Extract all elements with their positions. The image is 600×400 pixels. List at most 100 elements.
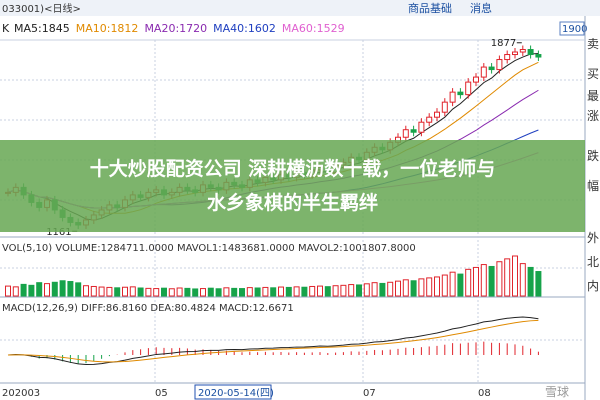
volume-bar (465, 268, 472, 297)
volume-bar (106, 286, 113, 297)
volume-bar (67, 281, 74, 297)
candle (535, 54, 542, 58)
volume-bar (348, 284, 355, 297)
dea-line (7, 319, 539, 363)
side-label: 涨 (587, 108, 599, 123)
volume-bar (223, 287, 230, 297)
candle (441, 101, 448, 113)
volume-bar (262, 286, 269, 297)
volume-bar (496, 261, 503, 297)
volume-bar (512, 255, 518, 297)
volume-bar (527, 266, 534, 297)
volume-bar (207, 287, 214, 297)
price-box-label: 1900 (562, 24, 587, 35)
volume-bar (98, 286, 105, 297)
watermark: 雪球 (545, 385, 569, 399)
volume-bar (192, 288, 199, 297)
side-label: 幅 (587, 178, 599, 193)
window-title: 033001)<日线> (2, 2, 81, 15)
volume-bar (270, 287, 277, 297)
volume-bar (246, 287, 253, 297)
volume-bar (480, 264, 487, 297)
candle (488, 66, 495, 71)
volume-bar (387, 281, 394, 297)
volume-bar (340, 284, 347, 297)
volume-bar (231, 287, 238, 297)
candle (457, 91, 464, 96)
volume-bar (441, 274, 448, 297)
volume-bar (83, 285, 89, 297)
volume-bar (122, 286, 128, 297)
volume-bar (59, 280, 66, 297)
candle (426, 116, 433, 123)
volume-bar (363, 283, 370, 297)
candle (465, 81, 472, 96)
ma-legend: MA5:1845 MA10:1812 MA20:1720 MA40:1602 MA60:… (14, 22, 345, 35)
volume-bar (356, 284, 362, 297)
volume-bar (371, 282, 378, 297)
candle (504, 54, 511, 61)
volume-bar (332, 285, 339, 297)
volume-bar (519, 263, 526, 297)
volume-bar (20, 283, 27, 297)
volume-bar (504, 258, 511, 297)
headline-banner: 十大炒股配资公司 深耕横沥数十载，一位老师与 水乡象棋的半生羁绊 (0, 140, 585, 232)
price-box (559, 21, 585, 36)
volume-bar (449, 271, 456, 297)
volume-bar (309, 285, 316, 297)
side-label: 最 (587, 89, 599, 103)
side-label: 跌 (587, 148, 599, 163)
candle (519, 49, 526, 53)
volume-bar (28, 284, 35, 297)
x-label: 05 (155, 388, 168, 399)
k-label: K (2, 22, 10, 35)
volume-bar (75, 282, 82, 297)
candle (434, 111, 440, 118)
volume-bar (285, 286, 292, 297)
x-label: 07 (363, 388, 376, 399)
link[interactable]: 商品基础 (408, 1, 452, 15)
volume-bar (129, 286, 136, 297)
side-label: 卖 (587, 37, 599, 51)
volume-bar (176, 287, 183, 297)
volume-bar (137, 287, 144, 297)
side-label: 内 (587, 279, 599, 293)
diff-line (7, 316, 539, 366)
side-label: 外 (587, 231, 599, 245)
volume-bar (418, 278, 425, 297)
volume-bar (239, 288, 245, 297)
volume-bar (44, 283, 50, 297)
candle (418, 121, 425, 133)
volume-bar (317, 285, 323, 297)
link[interactable]: 消息 (470, 1, 492, 15)
high-label: 1877 (491, 38, 516, 49)
top-bar (0, 0, 600, 16)
volume-bar (36, 282, 43, 297)
volume-bar (168, 288, 175, 297)
volume-bar (5, 285, 11, 297)
volume-bar (145, 287, 152, 297)
volume-bar (114, 287, 121, 297)
volume-bar (379, 282, 386, 297)
candle (402, 129, 409, 138)
volume-bar (457, 273, 464, 297)
cursor-date-box (194, 384, 272, 400)
volume-bar (301, 286, 308, 297)
volume-bar (395, 280, 401, 297)
candle (527, 49, 534, 56)
volume-bar (278, 286, 284, 297)
headline-line: 水乡象棋的半生羁绊 (206, 192, 378, 214)
volume-bar (161, 287, 167, 297)
x-label: 08 (478, 388, 491, 399)
volume-bar (410, 280, 417, 297)
candle (496, 59, 503, 71)
ma-label: MA60:1529 (282, 22, 345, 35)
candle (410, 129, 417, 133)
volume-bar (51, 281, 58, 297)
volume-bar (324, 286, 331, 297)
cursor-date: 2020-05-14(四) (198, 388, 274, 399)
volume-bar (426, 277, 433, 297)
volume-bar (12, 286, 19, 297)
ma-label: MA5:1845 (14, 22, 70, 35)
